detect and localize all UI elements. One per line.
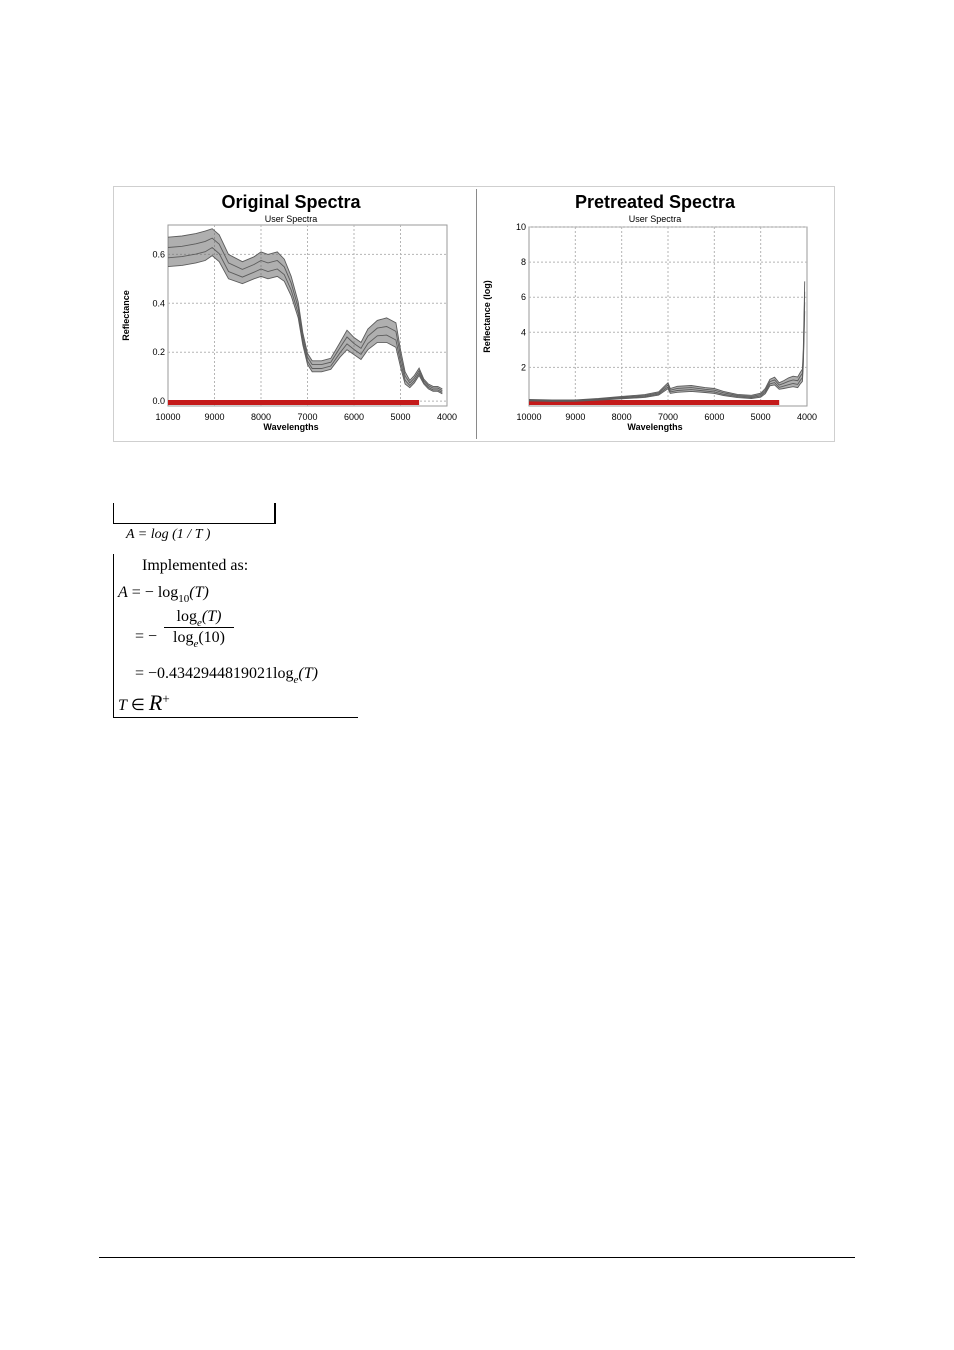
y-tick-label: 4: [521, 327, 526, 337]
y-tick-label: 0.2: [152, 347, 165, 357]
y-axis-label: Reflectance: [121, 290, 131, 341]
x-axis-label: Wavelengths: [627, 422, 682, 432]
spectrum-line: [528, 291, 806, 401]
x-tick-label: 4000: [797, 412, 817, 422]
wavelength-selection-band: [168, 400, 420, 405]
spectrum-line: [528, 311, 806, 402]
numerator-base: e: [197, 617, 202, 629]
chart-title: Original Spectra: [221, 192, 361, 212]
domain-positive: +: [162, 691, 170, 707]
x-tick-label: 7000: [297, 412, 317, 422]
x-tick-label: 8000: [251, 412, 271, 422]
pretreated-spectra-chart: Pretreated Spectra User Spectra 10000 9000 8…: [482, 192, 817, 432]
spectrum-line: [528, 302, 806, 402]
implementation-formula-block: Implemented as: A = − log10(T) = − loge(…: [113, 554, 358, 718]
x-axis-label: Wavelengths: [263, 422, 318, 432]
x-tick-label: 10000: [516, 412, 541, 422]
implemented-label: Implemented as:: [142, 557, 249, 574]
wavelength-selection-band: [529, 400, 780, 405]
formula-constant: = −0.4342944819021log: [135, 665, 294, 682]
footer-rule: [99, 1257, 855, 1258]
x-tick-label: 6000: [704, 412, 724, 422]
formula-constant-arg: (T): [298, 665, 318, 682]
spectrum-line: [167, 255, 443, 395]
spectrum-line: [167, 228, 443, 390]
x-tick-label: 9000: [565, 412, 585, 422]
formula-log-base: 10: [178, 593, 190, 605]
fraction-numerator: loge(T): [164, 608, 234, 629]
y-tick-label: 0.4: [152, 298, 165, 308]
formula-constant-base: e: [293, 674, 299, 686]
domain-reals: R: [148, 690, 163, 715]
formula-line-2-eq: = −: [135, 628, 158, 645]
spectrum-line: [167, 246, 443, 393]
y-tick-label: 0.0: [152, 396, 165, 406]
spectra-envelope: [168, 228, 443, 394]
x-tick-label: 4000: [437, 412, 457, 422]
formula-A: A: [118, 584, 128, 601]
chart-title: Pretreated Spectra: [575, 192, 736, 212]
domain-variable: T: [118, 697, 127, 714]
formula-line-1: A = − log10(T): [118, 584, 209, 605]
inline-formula-text: A = log (1 / T ): [126, 527, 211, 542]
domain-element-of: ∈: [126, 697, 149, 714]
y-tick-label: 0.6: [152, 249, 165, 259]
x-tick-label: 7000: [658, 412, 678, 422]
panel-divider: [476, 189, 477, 439]
numerator-arg: (T): [201, 608, 222, 625]
original-spectra-chart: Original Spectra User Spectra 10000 9000 800…: [121, 192, 457, 432]
formula-arg-T: (T): [189, 584, 209, 601]
x-tick-label: 6000: [344, 412, 364, 422]
x-tick-label: 10000: [155, 412, 180, 422]
denominator-arg: (10): [198, 629, 225, 646]
y-tick-label: 6: [521, 292, 526, 302]
x-tick-label: 8000: [612, 412, 632, 422]
formula-fraction: loge(T) loge(10): [164, 608, 234, 650]
inline-formula: A = log (1 / T ): [113, 503, 276, 542]
y-tick-label: 2: [521, 362, 526, 372]
numerator-log: log: [176, 608, 197, 625]
denominator-base: e: [193, 638, 199, 650]
chart-subtitle: User Spectra: [629, 214, 682, 224]
fraction-denominator: loge(10): [164, 628, 234, 650]
formula-eq-log: = − log: [127, 584, 179, 601]
x-tick-label: 9000: [204, 412, 224, 422]
formula-domain: T ∈ R+: [118, 690, 170, 716]
formula-line-3: = −0.4342944819021loge(T): [135, 665, 318, 686]
y-tick-label: 10: [516, 222, 526, 232]
y-axis-label: Reflectance (log): [482, 280, 492, 353]
spectrum-line: [167, 237, 443, 391]
x-tick-label: 5000: [751, 412, 771, 422]
y-tick-label: 8: [521, 257, 526, 267]
denominator-log: log: [173, 629, 194, 646]
x-tick-label: 5000: [390, 412, 410, 422]
chart-subtitle: User Spectra: [265, 214, 318, 224]
figure-panel: Original Spectra User Spectra 10000 9000 800…: [113, 186, 835, 442]
spectrum-line: [528, 281, 806, 401]
